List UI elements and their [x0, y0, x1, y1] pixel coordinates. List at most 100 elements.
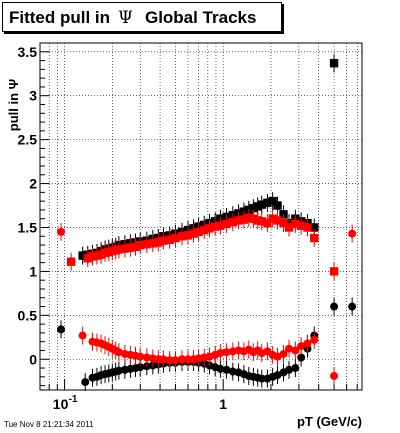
data-point-circle — [57, 325, 66, 334]
data-point-circle — [348, 229, 357, 238]
data-point-circle — [216, 364, 225, 373]
data-point-circle — [273, 371, 282, 380]
data-point-square — [291, 219, 300, 229]
data-point-circle — [257, 374, 266, 383]
data-point-square — [263, 198, 272, 208]
data-point-square — [244, 213, 253, 223]
data-point-circle — [291, 346, 300, 355]
data-point-square — [279, 218, 288, 228]
data-point-square — [66, 257, 76, 266]
data-point-square — [228, 218, 238, 227]
data-point-square — [200, 225, 209, 235]
plot-frame — [39, 42, 363, 391]
y-tick-label: 0.5 — [18, 307, 38, 323]
data-point-circle — [216, 349, 225, 358]
data-point-square — [249, 203, 258, 213]
x-axis-label: pT (GeV/c) — [297, 414, 362, 429]
data-point-square — [114, 245, 124, 254]
data-point-square — [205, 224, 214, 233]
data-point-square — [284, 223, 294, 232]
data-point-circle — [136, 363, 145, 372]
data-point-circle — [165, 356, 174, 365]
data-point-square — [148, 239, 158, 248]
data-point-circle — [136, 352, 145, 361]
y-tick-label: 1 — [29, 263, 37, 279]
data-point-square — [78, 251, 87, 260]
y-tick-label: 3 — [29, 88, 37, 104]
title-main: Fitted pull in — [9, 8, 111, 27]
data-point-square — [257, 217, 266, 226]
data-points — [57, 54, 357, 392]
data-point-circle — [81, 378, 90, 387]
data-point-circle — [297, 342, 306, 351]
data-point-square — [120, 244, 130, 253]
title-tail: Global Tracks — [144, 8, 257, 27]
data-point-square — [268, 214, 277, 223]
chart-title-box: Fitted pull in Ψ Global Tracks — [2, 2, 282, 32]
y-tick-label: 2 — [29, 176, 37, 192]
data-point-circle — [273, 352, 282, 361]
data-point-square — [273, 201, 282, 210]
data-point-circle — [330, 302, 339, 311]
data-point-square — [126, 243, 135, 252]
data-point-circle — [285, 344, 294, 353]
data-point-square — [303, 223, 312, 232]
timestamp: Tue Nov 8 21:21:34 2011 — [4, 420, 94, 429]
data-point-circle — [222, 365, 231, 374]
data-point-circle — [279, 349, 288, 358]
chart-title: Fitted pull in Ψ Global Tracks — [9, 8, 256, 28]
data-point-circle — [184, 355, 193, 364]
data-point-circle — [159, 355, 168, 364]
data-point-square — [249, 214, 258, 223]
y-tick-label: 1.5 — [18, 219, 38, 235]
data-point-square — [83, 254, 92, 263]
data-point-circle — [291, 364, 300, 373]
data-point-circle — [57, 227, 66, 236]
y-axis-label: pull in Ψ — [6, 79, 21, 131]
data-point-square — [171, 233, 180, 243]
data-point-square — [329, 267, 339, 276]
data-point-square — [136, 240, 145, 250]
x-tick-label: 1 — [219, 396, 227, 412]
data-point-square — [189, 229, 198, 238]
y-tick-label: 0 — [29, 351, 37, 367]
data-point-square — [296, 221, 306, 230]
data-point-circle — [78, 331, 87, 340]
data-point-square — [222, 219, 231, 229]
data-point-square — [177, 232, 187, 241]
data-point-circle — [222, 348, 231, 357]
data-point-square — [257, 200, 266, 209]
data-point-circle — [330, 371, 339, 380]
data-point-circle — [142, 353, 151, 362]
data-point-square — [273, 216, 282, 225]
y-tick-label: 3.5 — [18, 44, 38, 60]
x-tick-label: 10 — [53, 396, 69, 412]
grid-lines — [39, 43, 362, 390]
data-point-square — [310, 233, 319, 243]
data-point-square — [142, 239, 152, 249]
data-point-square — [165, 235, 174, 244]
data-point-circle — [310, 335, 319, 344]
data-point-circle — [114, 366, 123, 375]
data-point-square — [194, 227, 203, 237]
data-point-circle — [297, 353, 306, 362]
data-point-circle — [171, 356, 180, 365]
axis-ticks — [39, 51, 358, 390]
data-point-square — [216, 221, 225, 230]
data-point-square — [310, 223, 319, 232]
data-point-square — [88, 252, 97, 261]
y-tick-label: 2.5 — [18, 132, 38, 148]
data-point-circle — [178, 355, 187, 364]
data-point-circle — [285, 365, 294, 374]
data-point-square — [268, 196, 277, 206]
data-point-square — [159, 236, 168, 245]
data-point-square — [234, 216, 243, 225]
data-point-square — [210, 222, 220, 231]
data-point-square — [329, 59, 339, 68]
data-point-circle — [303, 339, 312, 348]
data-point-square — [263, 218, 272, 228]
data-point-circle — [348, 302, 357, 311]
data-point-square — [154, 238, 163, 247]
data-point-square — [183, 231, 193, 240]
